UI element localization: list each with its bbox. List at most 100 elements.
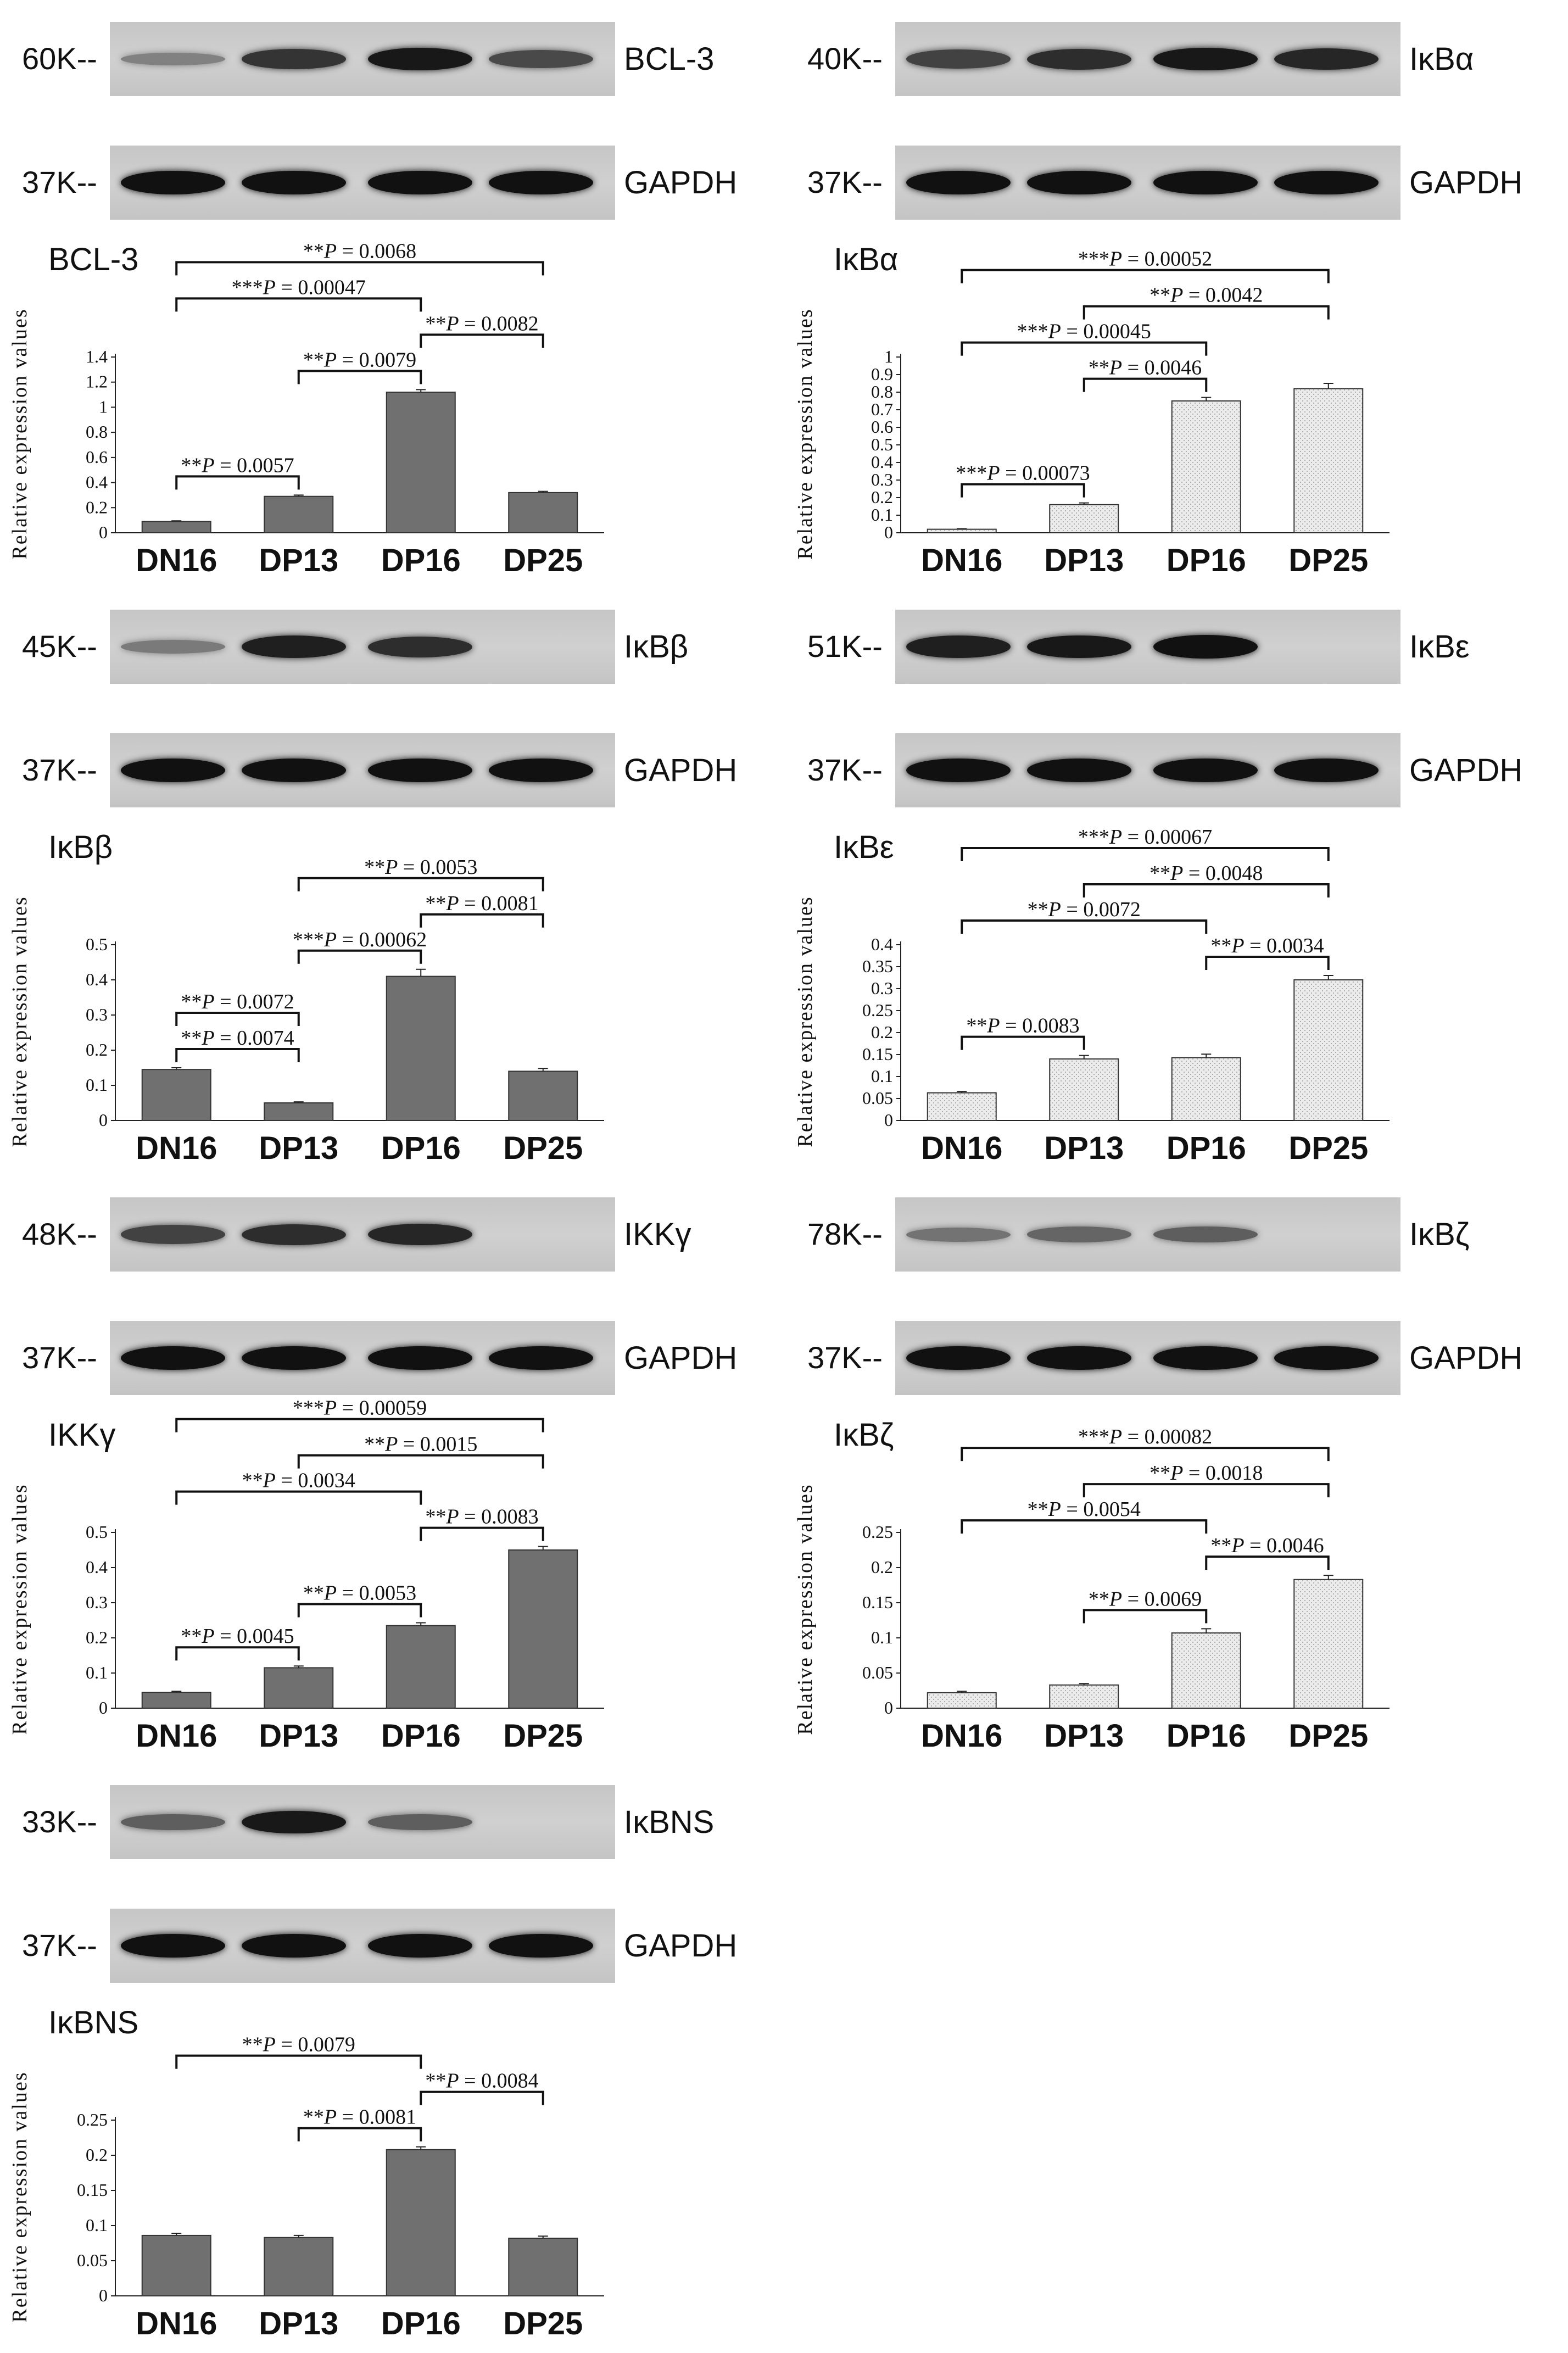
x-tick-label: DP13: [259, 1130, 338, 1166]
bar-dp16: [1171, 1632, 1241, 1709]
y-tick-label: 0.1: [871, 1066, 893, 1086]
significance-bracket: [420, 333, 544, 348]
bar-dp16: [386, 975, 456, 1121]
panel-ikbe: 51K-- IκBε 37K-- GAPDH Relative expression v…: [785, 588, 1568, 1175]
bar-dp16: [1171, 400, 1241, 533]
bar-dp13: [264, 2237, 334, 2297]
significance-bracket: [961, 483, 1085, 498]
protein-label: BCL-3: [624, 41, 715, 77]
blot-ikkg: [110, 1197, 615, 1272]
blot-band: [1027, 1226, 1131, 1242]
significance-bracket: [175, 475, 300, 490]
x-tick-label: DP16: [381, 543, 461, 578]
bar-dp16: [386, 392, 456, 533]
blot-band: [242, 1224, 346, 1245]
y-tick-label: 0: [884, 1110, 893, 1130]
blot-band: [1153, 171, 1258, 194]
p-value-label: ***P = 0.00062: [293, 928, 427, 951]
p-value-label: ***P = 0.00073: [956, 462, 1090, 485]
y-tick-label: 0.2: [86, 497, 108, 517]
blot-band: [121, 759, 225, 782]
y-tick-label: 0.25: [77, 2110, 108, 2129]
blot-band: [368, 759, 472, 782]
y-tick-label: 0.2: [871, 1557, 893, 1577]
p-value-label: **P = 0.0079: [242, 2033, 355, 2056]
bar-dp25: [508, 1070, 578, 1121]
p-value-label: **P = 0.0081: [425, 892, 538, 915]
significance-bracket: [961, 919, 1208, 934]
blot-band: [368, 1934, 472, 1958]
blot-band: [906, 1227, 1011, 1242]
blot-ikbb: [110, 610, 615, 684]
y-tick-label: 0.4: [86, 472, 108, 492]
y-tick-label: 0.4: [871, 934, 893, 954]
panel-ikba: 40K-- IκBα 37K-- GAPDH Relative expression v…: [785, 0, 1568, 588]
blot-bcl3: [110, 22, 615, 96]
bar-dp25: [1293, 1579, 1364, 1709]
chart-title: IKKγ: [48, 1417, 116, 1453]
p-value-label: **P = 0.0046: [1089, 356, 1202, 380]
significance-bracket: [1082, 1609, 1208, 1624]
y-tick-label: 0.15: [77, 2180, 108, 2200]
y-axis-label: Relative expression values: [794, 308, 817, 559]
significance-bracket: [297, 949, 422, 964]
blot-ikba: [895, 22, 1400, 96]
protein-label: GAPDH: [1409, 1340, 1523, 1376]
y-tick-label: 0.6: [86, 447, 108, 467]
bar-dp16: [386, 1625, 456, 1709]
x-tick-label: DP25: [503, 2306, 583, 2341]
p-value-label: **P = 0.0079: [303, 348, 416, 371]
p-value-label: **P = 0.0057: [181, 454, 294, 477]
bar-dn16: [927, 528, 997, 533]
blot-band: [1274, 171, 1379, 194]
bar-dn16: [927, 1692, 997, 1709]
blot-gapdh: [110, 1321, 615, 1395]
bar-chart-ikbns: Relative expression values IκBNS 0 0.05 0.1 0…: [8, 2005, 604, 2341]
p-value-label: **P = 0.0034: [242, 1469, 355, 1492]
significance-bracket: [961, 1519, 1208, 1534]
y-tick-label: 0.25: [862, 1522, 893, 1542]
y-tick-label: 0.2: [86, 1040, 108, 1060]
y-axis-label: Relative expression values: [8, 896, 31, 1147]
significance-bracket: [1205, 956, 1330, 970]
p-value-label: ***P = 0.00082: [1078, 1425, 1212, 1448]
p-value-label: **P = 0.0054: [1028, 1498, 1141, 1521]
blot-band: [1153, 635, 1258, 659]
y-tick-label: 1.4: [86, 347, 108, 366]
bar-chart-bcl3: Relative expression values BCL-3 0 0.2 0.4 0.…: [8, 239, 604, 578]
y-tick-label: 0.05: [862, 1088, 893, 1108]
x-tick-label: DP16: [381, 2306, 461, 2341]
p-value-label: **P = 0.0069: [1089, 1587, 1202, 1610]
protein-label: GAPDH: [624, 164, 738, 200]
significance-bracket: [961, 1035, 1085, 1050]
significance-bracket: [961, 269, 1330, 283]
y-tick-label: 0: [884, 1698, 893, 1718]
y-tick-label: 0.2: [86, 2145, 108, 2165]
y-tick-label: 0.7: [871, 399, 893, 419]
significance-bracket: [961, 341, 1208, 356]
y-axis-label: Relative expression values: [8, 1484, 31, 1735]
blot-band: [1027, 1346, 1131, 1370]
y-tick-label: 0.8: [871, 382, 893, 402]
y-tick-label: 0.05: [862, 1663, 893, 1682]
blot-band: [242, 49, 346, 69]
y-axis-label: Relative expression values: [794, 896, 817, 1147]
x-tick-label: DP25: [503, 543, 583, 578]
x-tick-label: DP13: [259, 2306, 338, 2341]
x-tick-label: DN16: [136, 1718, 217, 1754]
blot-band: [1027, 48, 1131, 70]
bar-dp13: [264, 1102, 334, 1121]
p-value-label: **P = 0.0082: [425, 312, 538, 335]
bar-dn16: [141, 2234, 211, 2297]
significance-bracket: [175, 1012, 300, 1026]
molecular-weight-label: 37K--: [22, 164, 97, 199]
bar-dn16: [141, 521, 211, 534]
molecular-weight-label: 37K--: [807, 1340, 883, 1375]
blot-band: [1027, 635, 1131, 659]
y-tick-label: 0.1: [86, 2215, 108, 2235]
p-value-label: ***P = 0.00067: [1078, 826, 1212, 849]
y-axis-label: Relative expression values: [8, 2071, 31, 2322]
p-value-label: **P = 0.0081: [303, 2106, 416, 2129]
blot-band: [242, 1810, 346, 1834]
protein-label: IκBNS: [624, 1804, 715, 1840]
